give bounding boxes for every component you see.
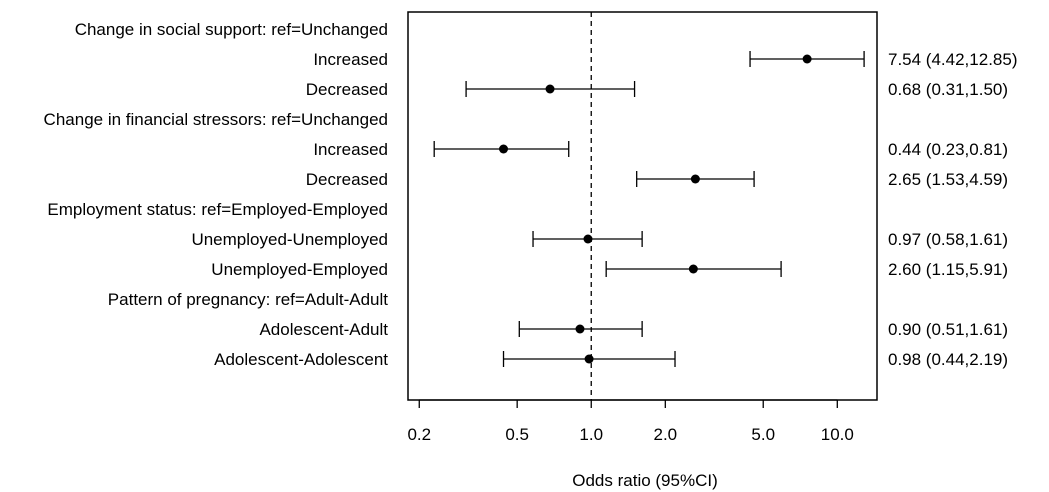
row-label: Adolescent-Adolescent [214, 350, 388, 369]
point-estimate [545, 84, 555, 94]
x-axis: 0.2 0.5 1.0 2.0 5.0 10.0 [407, 399, 854, 444]
rows-group: Change in social support: ref=Unchanged I… [44, 20, 1018, 369]
estimate-row: Unemployed-Unemployed 0.97 (0.58,1.61) [191, 230, 1008, 249]
group-header-label: Change in financial stressors: ref=Uncha… [44, 110, 388, 129]
row-label: Increased [313, 140, 388, 159]
estimate-text: 0.98 (0.44,2.19) [888, 350, 1008, 369]
x-tick-label: 0.5 [505, 425, 529, 444]
point-estimate [499, 144, 509, 154]
estimate-row: Decreased 2.65 (1.53,4.59) [306, 170, 1008, 189]
estimate-row: Increased 7.54 (4.42,12.85) [313, 50, 1017, 69]
x-tick-label: 0.2 [407, 425, 431, 444]
estimate-text: 2.60 (1.15,5.91) [888, 260, 1008, 279]
estimate-text: 2.65 (1.53,4.59) [888, 170, 1008, 189]
estimate-row: Unemployed-Employed 2.60 (1.15,5.91) [211, 260, 1008, 279]
x-tick-label: 5.0 [751, 425, 775, 444]
point-estimate [583, 234, 593, 244]
group-header-label: Pattern of pregnancy: ref=Adult-Adult [108, 290, 388, 309]
group-header-label: Employment status: ref=Employed-Employed [47, 200, 388, 219]
estimate-text: 0.97 (0.58,1.61) [888, 230, 1008, 249]
estimate-text: 0.44 (0.23,0.81) [888, 140, 1008, 159]
point-estimate [690, 174, 700, 184]
point-estimate [575, 324, 585, 334]
group-header-label: Change in social support: ref=Unchanged [75, 20, 388, 39]
row-label: Adolescent-Adult [259, 320, 388, 339]
row-label: Increased [313, 50, 388, 69]
row-label: Unemployed-Employed [211, 260, 388, 279]
estimate-row: Adolescent-Adolescent 0.98 (0.44,2.19) [214, 350, 1008, 369]
point-estimate [584, 354, 594, 364]
x-axis-label: Odds ratio (95%CI) [572, 471, 718, 490]
row-label: Unemployed-Unemployed [191, 230, 388, 249]
estimate-row: Adolescent-Adult 0.90 (0.51,1.61) [259, 320, 1008, 339]
point-estimate [688, 264, 698, 274]
x-tick-label: 2.0 [653, 425, 677, 444]
group-header-row: Employment status: ref=Employed-Employed [47, 200, 388, 219]
estimate-text: 0.68 (0.31,1.50) [888, 80, 1008, 99]
point-estimate [802, 54, 812, 64]
estimate-text: 0.90 (0.51,1.61) [888, 320, 1008, 339]
row-label: Decreased [306, 170, 388, 189]
x-tick-label: 10.0 [821, 425, 854, 444]
group-header-row: Change in financial stressors: ref=Uncha… [44, 110, 388, 129]
estimate-row: Decreased 0.68 (0.31,1.50) [306, 80, 1008, 99]
group-header-row: Pattern of pregnancy: ref=Adult-Adult [108, 290, 388, 309]
x-tick-label: 1.0 [579, 425, 603, 444]
group-header-row: Change in social support: ref=Unchanged [75, 20, 388, 39]
row-label: Decreased [306, 80, 388, 99]
estimate-row: Increased 0.44 (0.23,0.81) [313, 140, 1008, 159]
estimate-text: 7.54 (4.42,12.85) [888, 50, 1017, 69]
plot-frame [407, 11, 878, 401]
